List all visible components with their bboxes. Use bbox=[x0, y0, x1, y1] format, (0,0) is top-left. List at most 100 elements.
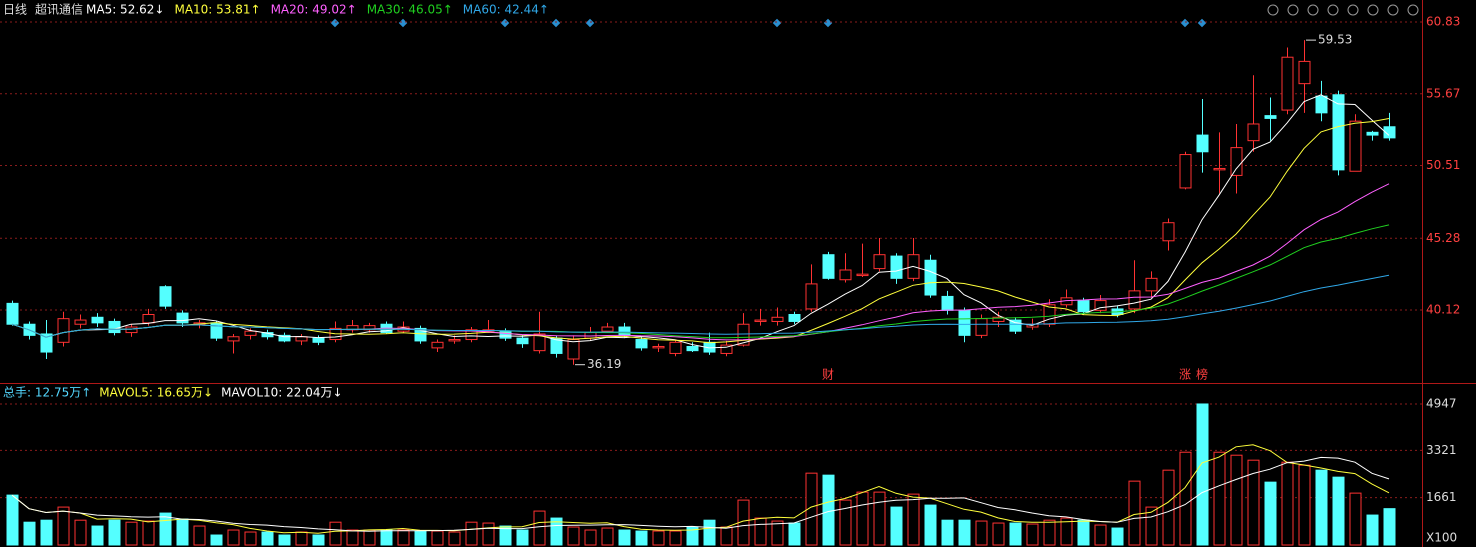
settings-icon[interactable] bbox=[1267, 4, 1279, 16]
event-marker bbox=[330, 18, 340, 28]
volume-bar bbox=[720, 526, 733, 546]
event-marker bbox=[398, 18, 408, 28]
store-icon[interactable] bbox=[1327, 4, 1339, 16]
candle-body bbox=[363, 325, 376, 331]
volume-bar bbox=[329, 521, 342, 546]
volume-bar bbox=[1026, 523, 1039, 546]
volume-bar bbox=[57, 506, 70, 546]
candle-body bbox=[771, 316, 784, 322]
volume-bar bbox=[363, 529, 376, 546]
volume-bar bbox=[261, 531, 274, 546]
candle-body bbox=[618, 326, 631, 336]
candle-body bbox=[1383, 126, 1396, 139]
y-tick-label: 3321 bbox=[1426, 443, 1457, 457]
volume-bar bbox=[40, 519, 53, 546]
candle-body bbox=[1332, 94, 1345, 171]
ma-line bbox=[11, 274, 1390, 338]
volume-bar bbox=[193, 525, 206, 546]
volume-bar bbox=[754, 517, 767, 546]
volume-bar bbox=[176, 518, 189, 546]
event-label: 涨 bbox=[1179, 367, 1191, 382]
volume-bar bbox=[601, 527, 614, 546]
volume-bar bbox=[312, 534, 325, 546]
zoom-in-icon[interactable] bbox=[1387, 4, 1399, 16]
candle-body bbox=[992, 316, 1005, 322]
hand-icon[interactable] bbox=[1347, 4, 1359, 16]
volume-bar bbox=[958, 519, 971, 546]
volume-bar bbox=[499, 525, 512, 546]
candle-body bbox=[822, 254, 835, 279]
volume-bar bbox=[805, 472, 818, 546]
y-tick-label: 50.51 bbox=[1426, 158, 1460, 172]
candle-body bbox=[1230, 147, 1243, 176]
volume-bar bbox=[6, 494, 19, 546]
candle-body bbox=[890, 255, 903, 279]
view-icon[interactable] bbox=[1307, 4, 1319, 16]
volume-bar bbox=[108, 519, 121, 546]
volume-legend: MAVOL10: 22.04万↓ bbox=[221, 386, 342, 400]
candle-body bbox=[295, 336, 308, 342]
volume-bar bbox=[1281, 461, 1294, 546]
candle-body bbox=[652, 345, 665, 349]
candle-body bbox=[159, 286, 172, 307]
volume-bar bbox=[652, 530, 665, 546]
candle-body bbox=[1264, 115, 1277, 119]
candle-body bbox=[737, 323, 750, 346]
candle-body bbox=[74, 319, 87, 325]
volume-bar bbox=[890, 506, 903, 546]
volume-bar bbox=[397, 529, 410, 546]
candle-body bbox=[1094, 300, 1107, 311]
candle-body bbox=[1349, 120, 1362, 172]
candle-body bbox=[805, 283, 818, 310]
candle-body bbox=[1077, 300, 1090, 313]
volume-bar bbox=[91, 525, 104, 546]
candle-body bbox=[244, 330, 257, 336]
volume-bar bbox=[907, 493, 920, 546]
candle-body bbox=[448, 339, 461, 342]
volume-bar bbox=[346, 529, 359, 546]
volume-bar bbox=[1060, 517, 1073, 546]
candle-body bbox=[1009, 319, 1022, 332]
event-label: 财 bbox=[822, 368, 834, 382]
candle-body bbox=[125, 326, 138, 334]
ma-legend: MA20: 49.02↑ bbox=[271, 3, 357, 17]
volume-bar bbox=[1162, 469, 1175, 546]
candle-body bbox=[958, 309, 971, 336]
volume-bar bbox=[1349, 492, 1362, 546]
volume-bar bbox=[686, 526, 699, 546]
volume-legend: MAVOL5: 16.65万↓ bbox=[99, 386, 213, 400]
volume-bar bbox=[771, 520, 784, 546]
candle-body bbox=[1247, 123, 1260, 142]
candle-body bbox=[40, 333, 53, 353]
volume-ma-line bbox=[11, 456, 1390, 532]
candle-body bbox=[1366, 131, 1379, 136]
volume-bar bbox=[1366, 514, 1379, 546]
candle-body bbox=[1128, 290, 1141, 310]
candle-body bbox=[584, 332, 597, 339]
volume-bar bbox=[788, 522, 801, 546]
volume-bar bbox=[584, 529, 597, 546]
candle-body bbox=[1298, 60, 1311, 85]
y-tick-label: 4947 bbox=[1426, 396, 1457, 410]
candle-body bbox=[839, 269, 852, 281]
candle-body bbox=[567, 339, 580, 360]
volume-bar bbox=[618, 529, 631, 546]
candle-body bbox=[754, 319, 767, 322]
candle-body bbox=[142, 313, 155, 324]
volume-bar bbox=[244, 531, 257, 546]
ma-line bbox=[11, 118, 1390, 344]
stock-name: 超讯通信 bbox=[35, 2, 83, 17]
draw-icon[interactable] bbox=[1287, 4, 1299, 16]
candle-body bbox=[873, 254, 886, 270]
volume-bar bbox=[1315, 469, 1328, 546]
volume-bar bbox=[380, 529, 393, 546]
volume-bar bbox=[856, 491, 869, 546]
lock-icon[interactable] bbox=[1367, 4, 1379, 16]
ma-legend: MA30: 46.05↑ bbox=[367, 3, 453, 17]
volume-bar bbox=[1213, 451, 1226, 546]
ma-line bbox=[11, 94, 1390, 349]
zoom-out-icon[interactable] bbox=[1407, 4, 1419, 16]
volume-bar bbox=[567, 526, 580, 546]
candle-body bbox=[414, 327, 427, 342]
ma-legend: MA60: 42.44↑ bbox=[463, 3, 549, 17]
